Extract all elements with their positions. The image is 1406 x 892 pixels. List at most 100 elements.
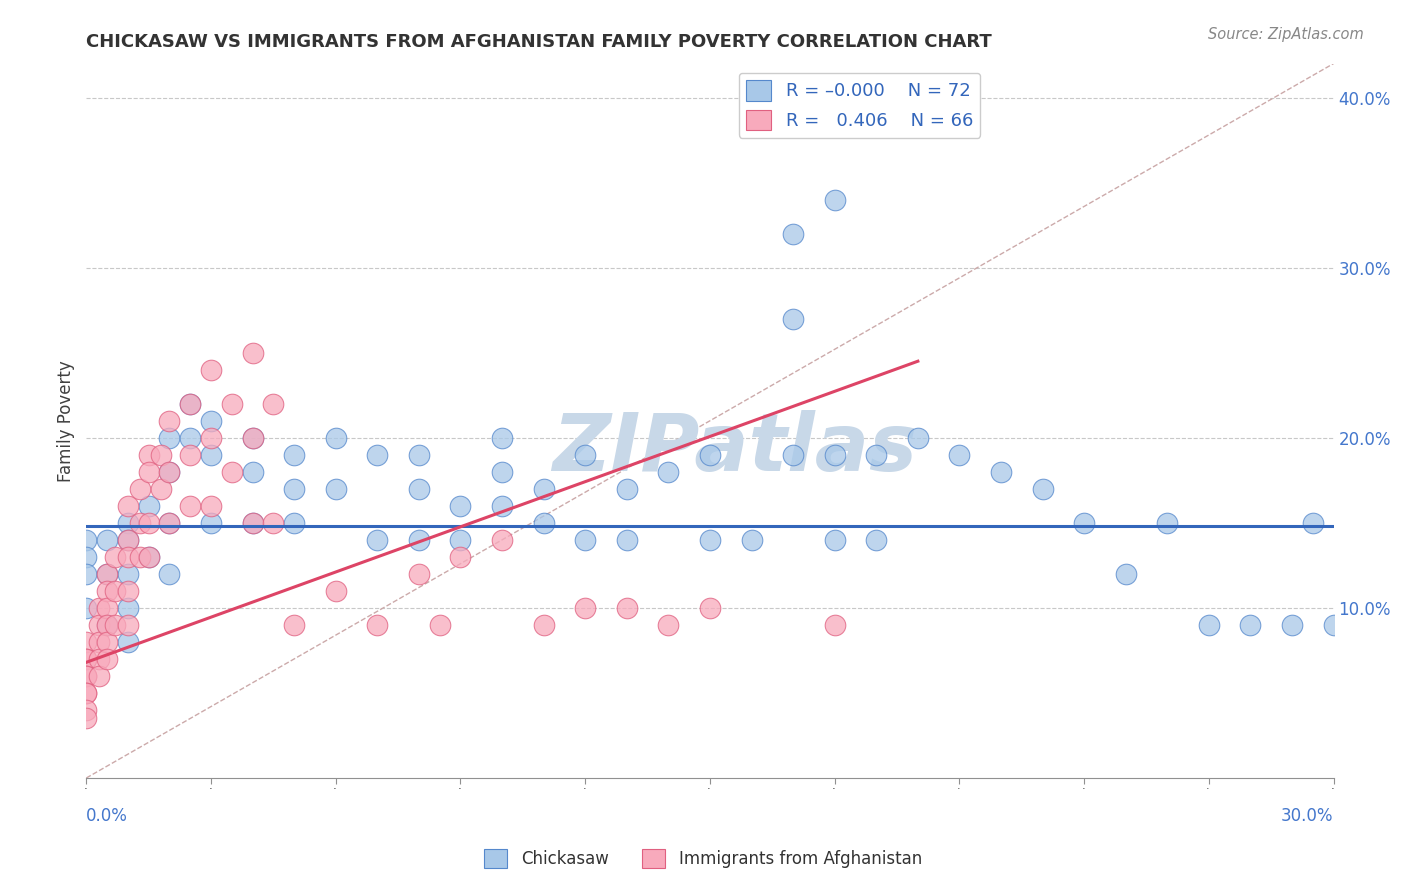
Point xyxy=(87,635,110,649)
Point xyxy=(129,482,152,496)
Point xyxy=(616,533,638,547)
Point xyxy=(408,448,430,462)
Point xyxy=(782,448,804,462)
Text: 30.0%: 30.0% xyxy=(1281,806,1334,824)
Point xyxy=(824,533,846,547)
Point xyxy=(150,448,173,462)
Point xyxy=(1302,516,1324,530)
Point xyxy=(159,516,181,530)
Point xyxy=(865,533,887,547)
Point xyxy=(574,600,596,615)
Point xyxy=(242,431,264,445)
Point xyxy=(179,431,201,445)
Point xyxy=(75,533,97,547)
Point xyxy=(200,516,222,530)
Point xyxy=(138,448,160,462)
Point xyxy=(117,583,139,598)
Point xyxy=(75,703,97,717)
Text: CHICKASAW VS IMMIGRANTS FROM AFGHANISTAN FAMILY POVERTY CORRELATION CHART: CHICKASAW VS IMMIGRANTS FROM AFGHANISTAN… xyxy=(86,33,993,51)
Point xyxy=(865,448,887,462)
Point xyxy=(200,499,222,513)
Point xyxy=(138,465,160,479)
Point xyxy=(242,465,264,479)
Point xyxy=(1198,618,1220,632)
Point xyxy=(1115,566,1137,581)
Point xyxy=(159,465,181,479)
Point xyxy=(366,618,388,632)
Point xyxy=(242,516,264,530)
Point xyxy=(1073,516,1095,530)
Point xyxy=(533,482,555,496)
Point xyxy=(221,397,243,411)
Point xyxy=(75,669,97,683)
Point xyxy=(408,566,430,581)
Point xyxy=(138,549,160,564)
Text: ZIPatlas: ZIPatlas xyxy=(553,410,917,488)
Point xyxy=(75,566,97,581)
Point xyxy=(179,397,201,411)
Point xyxy=(1239,618,1261,632)
Point xyxy=(104,583,127,598)
Point xyxy=(96,618,118,632)
Point xyxy=(96,566,118,581)
Point xyxy=(616,482,638,496)
Point xyxy=(741,533,763,547)
Point xyxy=(159,566,181,581)
Point xyxy=(87,618,110,632)
Point xyxy=(159,465,181,479)
Point xyxy=(129,516,152,530)
Point xyxy=(75,652,97,666)
Point xyxy=(75,549,97,564)
Point xyxy=(699,448,721,462)
Point xyxy=(117,618,139,632)
Point xyxy=(491,465,513,479)
Point xyxy=(699,533,721,547)
Point xyxy=(616,600,638,615)
Point xyxy=(87,600,110,615)
Point xyxy=(117,533,139,547)
Point xyxy=(283,618,305,632)
Point xyxy=(990,465,1012,479)
Point xyxy=(283,448,305,462)
Point xyxy=(491,533,513,547)
Point xyxy=(200,414,222,428)
Point xyxy=(907,431,929,445)
Point xyxy=(491,431,513,445)
Point xyxy=(408,482,430,496)
Point xyxy=(200,362,222,376)
Point xyxy=(200,431,222,445)
Point xyxy=(948,448,970,462)
Point xyxy=(366,533,388,547)
Point xyxy=(242,431,264,445)
Point xyxy=(96,583,118,598)
Point xyxy=(283,482,305,496)
Point xyxy=(179,499,201,513)
Point xyxy=(325,431,347,445)
Point xyxy=(574,533,596,547)
Point xyxy=(242,516,264,530)
Point xyxy=(1323,618,1346,632)
Point xyxy=(75,686,97,700)
Point xyxy=(533,516,555,530)
Point xyxy=(159,414,181,428)
Y-axis label: Family Poverty: Family Poverty xyxy=(58,359,75,482)
Point xyxy=(75,669,97,683)
Legend: R = –0.000    N = 72, R =   0.406    N = 66: R = –0.000 N = 72, R = 0.406 N = 66 xyxy=(740,72,980,137)
Point xyxy=(824,618,846,632)
Point xyxy=(408,533,430,547)
Point xyxy=(138,516,160,530)
Point xyxy=(75,686,97,700)
Point xyxy=(1032,482,1054,496)
Point xyxy=(129,549,152,564)
Point xyxy=(117,549,139,564)
Point xyxy=(824,448,846,462)
Point xyxy=(117,516,139,530)
Point xyxy=(200,448,222,462)
Point xyxy=(782,311,804,326)
Point xyxy=(96,600,118,615)
Text: Source: ZipAtlas.com: Source: ZipAtlas.com xyxy=(1208,27,1364,42)
Point xyxy=(1156,516,1178,530)
Point xyxy=(574,448,596,462)
Point xyxy=(96,635,118,649)
Point xyxy=(75,711,97,725)
